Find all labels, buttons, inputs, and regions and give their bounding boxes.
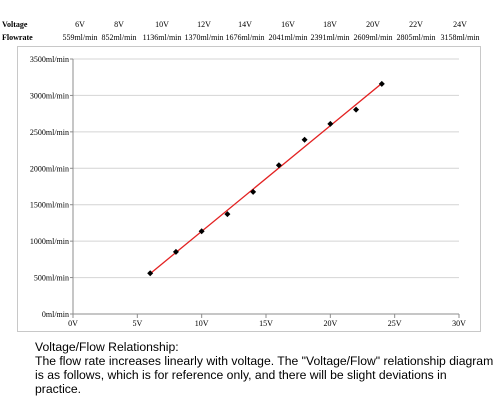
data-point <box>224 211 231 218</box>
data-point <box>327 120 334 127</box>
x-tick-label: 10V <box>195 319 209 328</box>
y-tick-label: 2500ml/min <box>30 128 69 137</box>
voltage-row: Voltage 6V 8V 10V 12V 14V 16V 18V 20V 22V 24V <box>2 18 498 31</box>
data-point <box>250 188 257 195</box>
voltage-row-label: Voltage <box>2 20 28 29</box>
x-tick-label: 0V <box>68 319 78 328</box>
x-tick-label: 30V <box>452 319 466 328</box>
flowrate-cell: 2609ml/min <box>353 33 393 42</box>
flowrate-cell: 559ml/min <box>62 33 98 42</box>
data-point <box>378 80 385 87</box>
flowrate-row-label: Flowrate <box>2 33 33 42</box>
voltage-cell: 24V <box>453 20 467 29</box>
flowrate-row: Flowrate 559ml/min 852ml/min 1136ml/min 137… <box>2 31 498 44</box>
y-tick-label: 3000ml/min <box>30 91 69 100</box>
caption: Voltage/Flow Relationship: The flow rate… <box>35 340 495 396</box>
y-tick-label: 0ml/min <box>42 310 69 319</box>
x-tick-label: 20V <box>323 319 337 328</box>
flowrate-cell: 852ml/min <box>101 33 137 42</box>
flowrate-cell: 1370ml/min <box>184 33 224 42</box>
voltage-cell: 18V <box>323 20 337 29</box>
data-point <box>275 162 282 169</box>
data-point <box>353 106 360 113</box>
flowrate-cell: 1676ml/min <box>225 33 265 42</box>
data-point <box>147 270 154 277</box>
data-point <box>301 136 308 143</box>
flowrate-cell: 2391ml/min <box>310 33 350 42</box>
voltage-cell: 14V <box>238 20 252 29</box>
chart-area: 0ml/min 500ml/min 1000ml/min 1500ml/min 2000… <box>17 46 481 332</box>
voltage-cell: 10V <box>155 20 169 29</box>
y-tick-label: 3500ml/min <box>30 55 69 64</box>
voltage-cell: 16V <box>281 20 295 29</box>
flowrate-cell: 2805ml/min <box>396 33 436 42</box>
y-tick-label: 1000ml/min <box>30 237 69 246</box>
flowrate-cell: 2041ml/min <box>268 33 308 42</box>
voltage-cell: 8V <box>114 20 124 29</box>
x-tick-label: 15V <box>259 319 273 328</box>
trendline <box>149 82 383 275</box>
y-tick-label: 1500ml/min <box>30 201 69 210</box>
voltage-flowrate-table: Voltage 6V 8V 10V 12V 14V 16V 18V 20V 22V 24V Flo… <box>2 18 498 44</box>
voltage-flow-chart: 0ml/min 500ml/min 1000ml/min 1500ml/min 2000… <box>30 55 466 328</box>
x-tick-label: 5V <box>132 319 142 328</box>
caption-title: Voltage/Flow Relationship: <box>35 340 179 354</box>
x-tick-label: 25V <box>388 319 402 328</box>
voltage-cell: 20V <box>366 20 380 29</box>
y-tick-label: 2000ml/min <box>30 164 69 173</box>
caption-body: The flow rate increases linearly with vo… <box>35 354 494 396</box>
flowrate-cell: 3158ml/min <box>440 33 480 42</box>
data-point <box>172 248 179 255</box>
flowrate-cell: 1136ml/min <box>142 33 182 42</box>
voltage-cell: 22V <box>409 20 423 29</box>
y-tick-label: 500ml/min <box>34 274 69 283</box>
voltage-cell: 12V <box>197 20 211 29</box>
voltage-cell: 6V <box>75 20 85 29</box>
data-point <box>198 228 205 235</box>
